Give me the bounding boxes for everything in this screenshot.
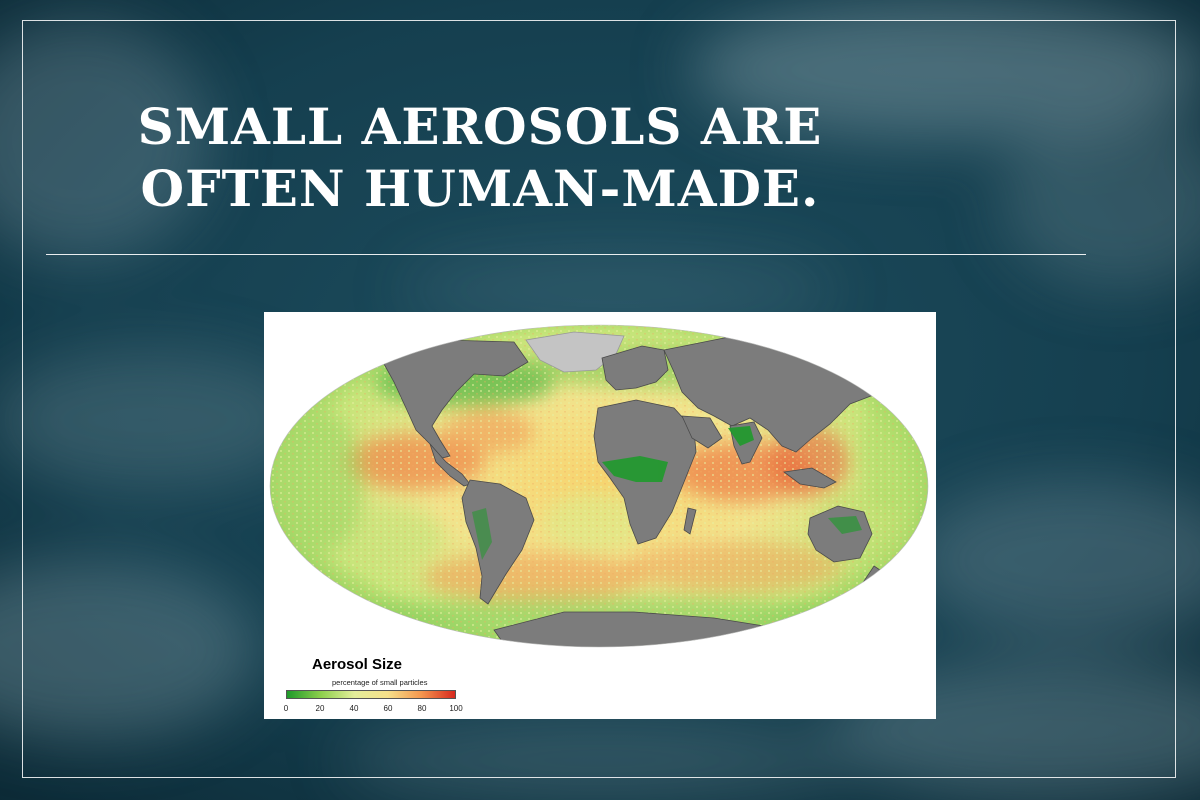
- aerosol-size-map-figure: Aerosol Size percentage of small particl…: [264, 312, 936, 719]
- vegetation-green-areas: [472, 426, 862, 560]
- legend-tick-label: 40: [349, 704, 359, 713]
- slide-border-frame: [22, 20, 1176, 778]
- legend-tick-label: 60: [383, 704, 393, 713]
- legend-tick-label: 0: [283, 704, 289, 713]
- legend-subtitle: percentage of small particles: [332, 678, 428, 687]
- legend-tick-label: 20: [315, 704, 325, 713]
- legend-tick-label: 100: [449, 704, 463, 713]
- title-divider: [46, 254, 1086, 255]
- legend-color-scale: [286, 690, 456, 699]
- slide-title: Small aerosols are often human-made.: [137, 97, 823, 218]
- world-aerosol-map: [269, 324, 929, 648]
- ocean-layer: [270, 325, 928, 647]
- legend-tick-label: 80: [417, 704, 427, 713]
- legend-title: Aerosol Size: [312, 656, 403, 673]
